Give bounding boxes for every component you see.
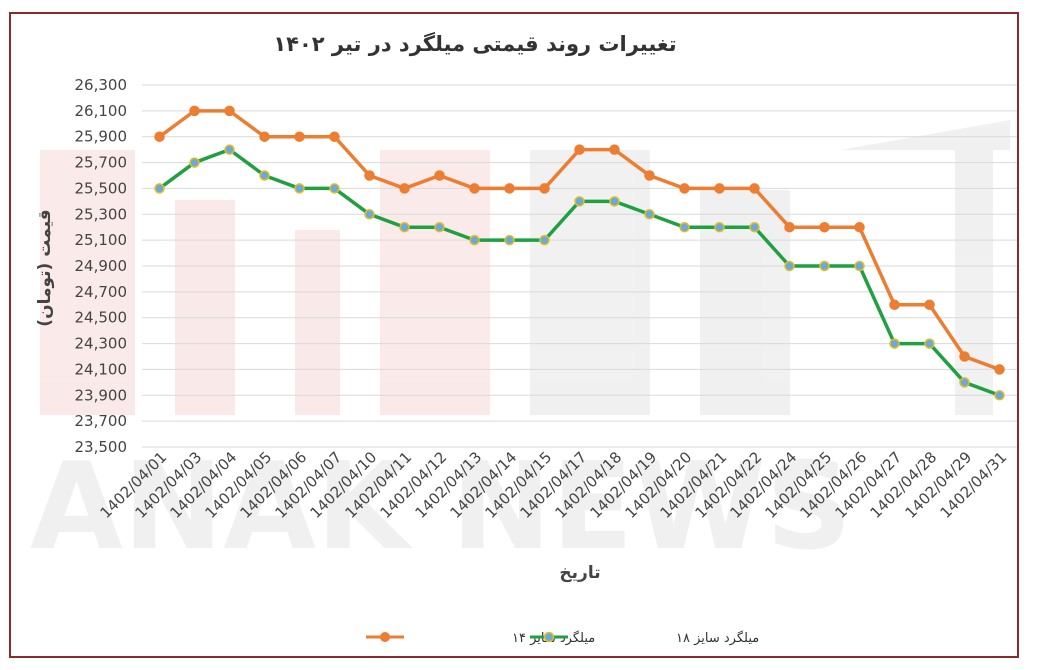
y-tick-label: 25,900 xyxy=(75,128,128,146)
series-2-point xyxy=(784,260,795,272)
y-tick-label: 24,700 xyxy=(75,283,128,301)
series-1-point xyxy=(714,183,725,194)
y-tick-label: 26,300 xyxy=(75,76,128,94)
y-tick-label: 25,700 xyxy=(75,154,128,172)
series-1-point xyxy=(819,221,830,233)
series-2-point xyxy=(749,221,760,233)
series-1-point xyxy=(889,299,900,311)
y-tick-label: 23,700 xyxy=(75,412,128,430)
series-1-point xyxy=(469,183,480,194)
series-2-point xyxy=(504,234,515,246)
y-tick-label: 25,100 xyxy=(75,231,128,249)
legend-label-series-2: میلگرد سایز ۱۸ xyxy=(676,630,759,646)
y-tick-label: 25,300 xyxy=(75,205,128,223)
series-1-point xyxy=(644,170,655,181)
series-1-point xyxy=(399,183,410,194)
series-1-point xyxy=(189,105,200,117)
series-1-point xyxy=(539,183,550,194)
series-1-point xyxy=(574,144,585,155)
series-1-point xyxy=(364,170,375,181)
y-tick-label: 23,500 xyxy=(75,438,128,456)
series-2-point xyxy=(399,221,410,233)
series-1-point xyxy=(154,131,165,142)
series-1-point xyxy=(434,170,445,181)
legend: میلگرد سایز ۱۴ میلگرد سایز ۱۸ xyxy=(366,630,759,646)
series-group xyxy=(154,105,1005,401)
y-tick-label: 24,300 xyxy=(75,335,128,353)
series-2-point xyxy=(189,157,200,168)
series-2-point xyxy=(994,390,1005,401)
series-1-point xyxy=(854,221,865,233)
y-tick-label: 24,900 xyxy=(75,257,128,275)
series-1-point xyxy=(994,364,1005,375)
series-1-point xyxy=(259,131,270,142)
series-2-point xyxy=(609,196,620,207)
grid-lines xyxy=(142,84,1017,448)
y-tick-label: 25,500 xyxy=(75,179,128,197)
series-2-point xyxy=(644,209,655,220)
y-tick-label: 24,100 xyxy=(75,360,128,378)
series-1-point xyxy=(749,183,760,194)
series-2-point xyxy=(924,338,935,349)
series-1-point xyxy=(784,221,795,233)
series-2-point xyxy=(959,377,970,388)
series-2-point xyxy=(574,196,585,207)
series-2-point xyxy=(819,260,830,272)
series-1-point xyxy=(329,131,340,142)
series-2-point xyxy=(224,144,235,155)
series-1-point xyxy=(504,183,515,194)
series-2-point xyxy=(329,183,340,194)
legend-marker-series-1 xyxy=(380,632,390,642)
series-2-point xyxy=(469,234,480,246)
series-2-point xyxy=(679,221,690,233)
series-1-point xyxy=(224,105,235,117)
series-2-point xyxy=(889,338,900,349)
series-2-point xyxy=(714,221,725,233)
series-2-point xyxy=(154,183,165,194)
series-1-point xyxy=(924,299,935,311)
y-tick-labels: 26,300 26,100 25,900 25,700 25,500 25,300 25,1… xyxy=(75,76,128,456)
x-axis-title: تاریخ xyxy=(559,563,600,583)
legend-marker-series-2 xyxy=(543,631,555,643)
series-2-point xyxy=(854,260,865,272)
series-2-point xyxy=(539,234,550,246)
chart-frame xyxy=(9,12,1019,658)
series-1-point xyxy=(294,131,305,142)
series-1-point xyxy=(679,183,690,194)
y-axis-title: قیمت (تومان) xyxy=(35,209,55,326)
series-1-point xyxy=(959,351,970,362)
series-2-point xyxy=(434,221,445,233)
chart-title: تغییرات روند قیمتی میلگرد در تیر ۱۴۰۲ xyxy=(273,31,676,56)
y-tick-label: 24,500 xyxy=(75,309,128,327)
watermark-logo: ANAK NEWS xyxy=(30,120,1010,577)
series-2-point xyxy=(294,183,305,194)
watermark-text: ANAK NEWS xyxy=(30,438,852,577)
y-tick-label: 26,100 xyxy=(75,102,128,120)
series-2-point xyxy=(364,209,375,220)
y-tick-label: 23,900 xyxy=(75,386,128,404)
series-2-point xyxy=(259,170,270,181)
series-1-point xyxy=(609,144,620,155)
